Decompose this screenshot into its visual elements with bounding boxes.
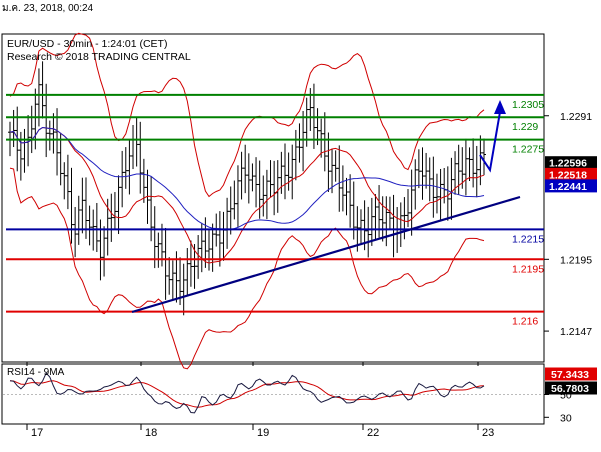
bollinger-bands [9,32,485,370]
price-tag-label: 1.22441 [549,181,587,193]
level-label: 1.216 [512,316,538,328]
upper-band [9,32,485,198]
x-tick-label: 18 [145,427,157,439]
rsi-label: RSI14 - 9MA [7,367,65,378]
level-label: 1.2305 [512,99,544,111]
rsi-tag [545,367,597,381]
price-axis: 1.2291 1.2195 1.2147 [544,111,592,338]
rsi-indicator [3,372,543,414]
support-resistance-levels: 1.2305 1.229 1.2275 1.2215 1.2195 1.216 [6,93,544,328]
forecast-arrow [479,100,506,173]
y-tick-label: 1.2195 [560,254,592,266]
chart-title: EUR/USD - 30min - 1:24:01 (CET) [7,38,167,50]
rsi-tag-label: 57.3433 [551,369,589,381]
x-tick-label: 17 [31,427,43,439]
x-tick-label: 22 [367,427,379,439]
price-tag [545,156,597,170]
rsi-tick-label: 50 [560,390,572,402]
price-tag-label: 1.22518 [549,169,587,181]
price-tag-label: 1.22596 [549,158,587,170]
level-label: 1.229 [512,121,538,133]
moving-average [9,126,485,231]
rsi-axis: 50 30 57.3433 56.7803 [544,367,597,424]
rsi-tag-label: 56.7803 [551,383,589,395]
timestamp: ม.ค. 23, 2018, 00:24 [2,3,94,14]
rsi-tick-label: 30 [560,412,572,424]
price-panel-frame [1,33,545,363]
time-axis: 17 18 19 22 23 [26,362,494,439]
price-tag [545,167,597,181]
level-label: 1.2275 [512,144,544,156]
price-tag [545,179,597,193]
y-tick-label: 1.2291 [560,111,592,123]
rsi-line [9,372,485,414]
rsi-ma-line [9,380,485,408]
lower-band [9,167,485,370]
x-tick-label: 23 [482,427,494,439]
y-tick-label: 1.2147 [560,326,592,338]
level-label: 1.2195 [512,263,544,275]
rsi-tag [545,381,597,395]
moving-averages [9,126,485,264]
level-label: 1.2215 [512,233,544,245]
trendline [131,195,521,314]
x-tick-label: 19 [257,427,269,439]
chart-subtitle: Research © 2018 TRADING CENTRAL [7,51,191,63]
